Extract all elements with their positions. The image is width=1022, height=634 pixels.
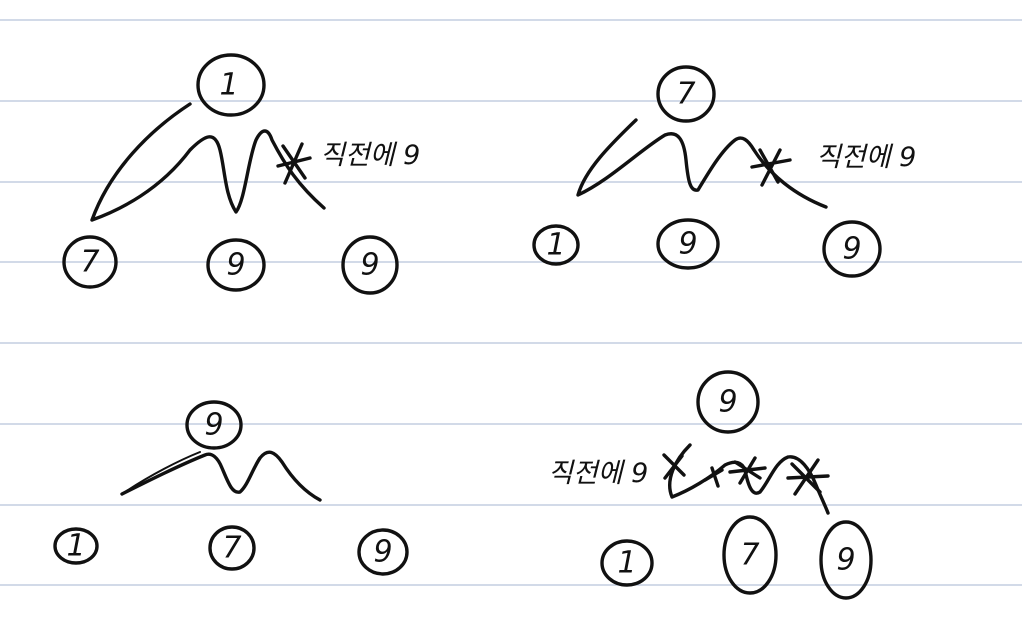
cross-mark <box>276 142 312 185</box>
root-node-circle <box>196 53 266 117</box>
diagram-2: 7 직전에 9 1 9 9 <box>532 65 916 278</box>
child-node-label: 9 <box>360 248 379 283</box>
child-node-label: 9 <box>373 535 392 570</box>
child-node-label: 1 <box>66 529 85 564</box>
note-text: 직전에 9 <box>816 142 916 173</box>
child-node-circle <box>819 520 873 600</box>
diagram-1: 1 직전에 9 7 9 9 <box>62 53 420 295</box>
child-node-label: 9 <box>836 543 855 578</box>
child-node-circle <box>206 238 266 292</box>
note-text: 직전에 9 <box>320 140 420 171</box>
branch-strokes <box>668 443 830 515</box>
child-node-circle <box>357 528 409 576</box>
root-node-label: 7 <box>676 77 695 112</box>
child-node-circle <box>532 224 580 266</box>
child-node-label: 1 <box>546 228 565 263</box>
child-node-label: 9 <box>226 248 245 283</box>
diagram-4: 9 직전에 9 1 7 9 <box>548 370 873 600</box>
cross-mark <box>703 466 724 488</box>
branch-strokes <box>120 450 322 502</box>
root-node-circle <box>185 400 243 450</box>
branch-strokes <box>576 118 828 209</box>
child-node-circle <box>656 218 720 270</box>
child-node-label: 9 <box>678 227 697 262</box>
branch-strokes <box>90 102 326 222</box>
root-node-circle <box>696 370 760 434</box>
cross-mark <box>728 456 767 485</box>
child-node-circle <box>822 220 882 278</box>
child-node-circle <box>600 539 654 587</box>
child-node-circle <box>53 527 99 565</box>
note-text: 직전에 9 <box>548 458 648 489</box>
root-node-label: 1 <box>219 68 238 103</box>
child-node-circle <box>722 515 778 595</box>
cross-mark <box>662 453 686 480</box>
child-node-label: 7 <box>222 531 241 566</box>
diagram-3: 9 1 7 9 <box>53 400 409 576</box>
child-node-circle <box>62 235 118 289</box>
cross-mark <box>786 458 830 496</box>
child-node-label: 1 <box>617 546 636 581</box>
root-node-label: 9 <box>204 408 223 443</box>
child-node-circle <box>208 525 256 571</box>
cross-mark <box>750 148 792 187</box>
child-node-label: 9 <box>842 232 861 267</box>
child-node-label: 7 <box>80 245 99 280</box>
child-node-circle <box>341 235 399 295</box>
child-node-label: 7 <box>740 538 759 573</box>
ruled-lines <box>0 19 1022 586</box>
root-node-circle <box>656 65 716 123</box>
branch-strokes <box>121 451 201 495</box>
root-node-label: 9 <box>718 385 737 420</box>
